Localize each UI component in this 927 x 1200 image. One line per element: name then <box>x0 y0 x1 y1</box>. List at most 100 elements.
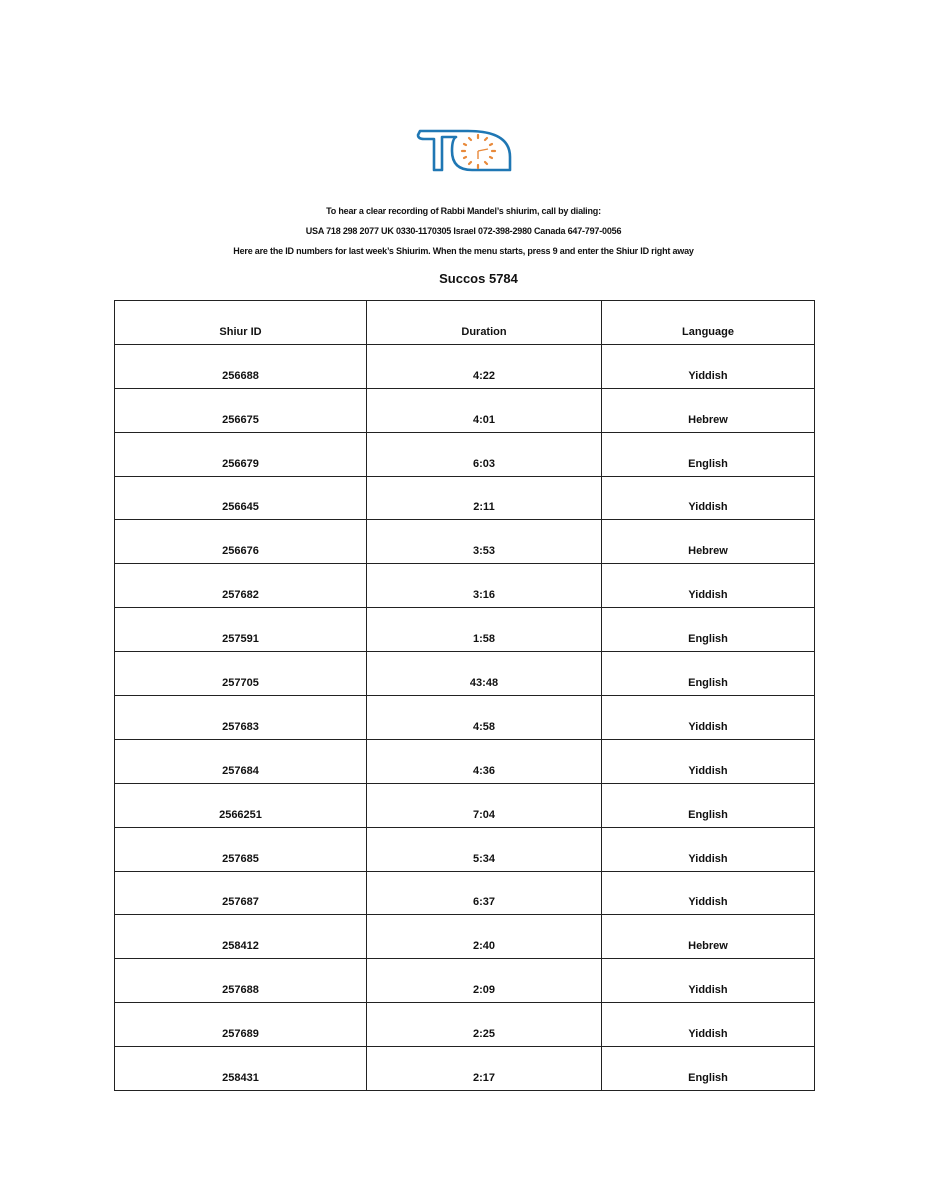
cell-text: English <box>688 633 728 646</box>
duration-cell: 1:58 <box>366 607 602 653</box>
cell-text: English <box>688 457 728 470</box>
cell-text: Yiddish <box>688 501 728 514</box>
cell-text: 256675 <box>222 413 259 426</box>
language-cell: English <box>601 431 815 477</box>
table-row: 258412 2:40 Hebrew <box>114 914 815 960</box>
table-row: 256679 6:03 English <box>114 431 815 477</box>
cell-text: 257685 <box>222 852 259 865</box>
table-row: 256676 3:53 Hebrew <box>114 519 815 565</box>
column-header-duration: Duration <box>366 300 602 345</box>
cell-text: 257684 <box>222 764 259 777</box>
cell-text: Yiddish <box>688 984 728 997</box>
language-cell: Yiddish <box>601 695 815 740</box>
shiur-id-cell: 2566251 <box>114 782 367 828</box>
shiur-id-cell: 257687 <box>114 870 367 916</box>
language-cell: Yiddish <box>601 958 815 1004</box>
instructions-line: To hear a clear recording of Rabbi Mande… <box>326 206 601 216</box>
cell-text: 257687 <box>222 896 259 909</box>
language-cell: Hebrew <box>601 519 815 565</box>
language-cell: Yiddish <box>601 343 815 389</box>
table-row: 257591 1:58 English <box>114 607 815 653</box>
cell-text: 6:37 <box>472 896 496 909</box>
duration-cell: 2:17 <box>366 1046 602 1092</box>
cell-text: 43:48 <box>469 677 499 690</box>
cell-text: 257688 <box>222 984 259 997</box>
shiur-id-cell: 257685 <box>114 826 367 872</box>
duration-cell: 4:22 <box>366 343 602 389</box>
duration-cell: 4:36 <box>366 738 602 784</box>
shiur-id-cell: 256645 <box>114 475 367 521</box>
table-row: 258431 2:17 English <box>114 1046 815 1092</box>
shiur-id-cell: 257689 <box>114 1002 367 1048</box>
cell-text: 257689 <box>222 1028 259 1041</box>
cell-text: 257705 <box>222 677 259 690</box>
cell-text: 257683 <box>222 720 259 733</box>
shiur-id-cell: 257682 <box>114 563 367 609</box>
shiur-id-cell: 256675 <box>114 387 367 433</box>
cell-text: Yiddish <box>688 589 728 602</box>
table-header-row: Shiur ID Duration Language <box>114 300 815 345</box>
shiur-id-cell: 256688 <box>114 343 367 389</box>
duration-cell: 6:03 <box>366 431 602 477</box>
language-cell: Yiddish <box>601 475 815 521</box>
duration-cell: 2:11 <box>366 475 602 521</box>
duration-cell: 6:37 <box>366 870 602 916</box>
table-row: 257687 6:37 Yiddish <box>114 870 815 916</box>
logo-image <box>416 129 512 172</box>
language-cell: Yiddish <box>601 738 815 784</box>
shiur-id-cell: 257705 <box>114 651 367 697</box>
cell-text: 257591 <box>222 633 259 646</box>
shiur-id-cell: 257683 <box>114 695 367 740</box>
cell-text: English <box>688 677 728 690</box>
shiur-id-cell: 258412 <box>114 914 367 960</box>
cell-text: Yiddish <box>688 852 728 865</box>
cell-text: 4:22 <box>472 369 496 382</box>
language-cell: Yiddish <box>601 826 815 872</box>
table-row: 257689 2:25 Yiddish <box>114 1002 815 1048</box>
duration-cell: 2:25 <box>366 1002 602 1048</box>
table-row: 256688 4:22 Yiddish <box>114 343 815 389</box>
table-row: 256675 4:01 Hebrew <box>114 387 815 433</box>
phone-numbers: USA 718 298 2077 UK 0330-1170305 Israel … <box>305 226 622 236</box>
shiurim-table: Shiur ID Duration Language 256688 4:22 Yid… <box>114 300 815 1092</box>
duration-cell: 7:04 <box>366 782 602 828</box>
duration-cell: 3:53 <box>366 519 602 565</box>
cell-text: English <box>688 808 728 821</box>
table-row: 257682 3:16 Yiddish <box>114 563 815 609</box>
cell-text: Yiddish <box>688 1028 728 1041</box>
table-row: 257684 4:36 Yiddish <box>114 738 815 784</box>
cell-text: Yiddish <box>688 764 728 777</box>
cell-text: 256679 <box>222 457 259 470</box>
language-cell: English <box>601 651 815 697</box>
duration-cell: 3:16 <box>366 563 602 609</box>
table-row: 257685 5:34 Yiddish <box>114 826 815 872</box>
cell-text: 256645 <box>222 501 259 514</box>
cell-text: Hebrew <box>688 545 728 558</box>
language-cell: English <box>601 782 815 828</box>
language-cell: Hebrew <box>601 914 815 960</box>
table-row: 257688 2:09 Yiddish <box>114 958 815 1004</box>
header-label: Shiur ID <box>219 325 262 338</box>
shiur-id-cell: 256679 <box>114 431 367 477</box>
cell-text: Yiddish <box>688 369 728 382</box>
cell-text: 4:58 <box>472 720 496 733</box>
table-row: 2566251 7:04 English <box>114 782 815 828</box>
language-cell: Yiddish <box>601 870 815 916</box>
cell-text: Hebrew <box>688 413 728 426</box>
cell-text: 257682 <box>222 589 259 602</box>
cell-text: English <box>688 1072 728 1085</box>
cell-text: 5:34 <box>472 852 496 865</box>
cell-text: 3:53 <box>472 545 496 558</box>
duration-cell: 2:09 <box>366 958 602 1004</box>
cell-text: 6:03 <box>472 457 496 470</box>
duration-cell: 43:48 <box>366 651 602 697</box>
shiur-id-cell: 257591 <box>114 607 367 653</box>
language-cell: English <box>601 607 815 653</box>
cell-text: Yiddish <box>688 896 728 909</box>
table-row: 257705 43:48 English <box>114 651 815 697</box>
cell-text: 258431 <box>222 1072 259 1085</box>
cell-text: 2:25 <box>472 1028 496 1041</box>
language-cell: Hebrew <box>601 387 815 433</box>
cell-text: 256688 <box>222 369 259 382</box>
language-cell: Yiddish <box>601 563 815 609</box>
